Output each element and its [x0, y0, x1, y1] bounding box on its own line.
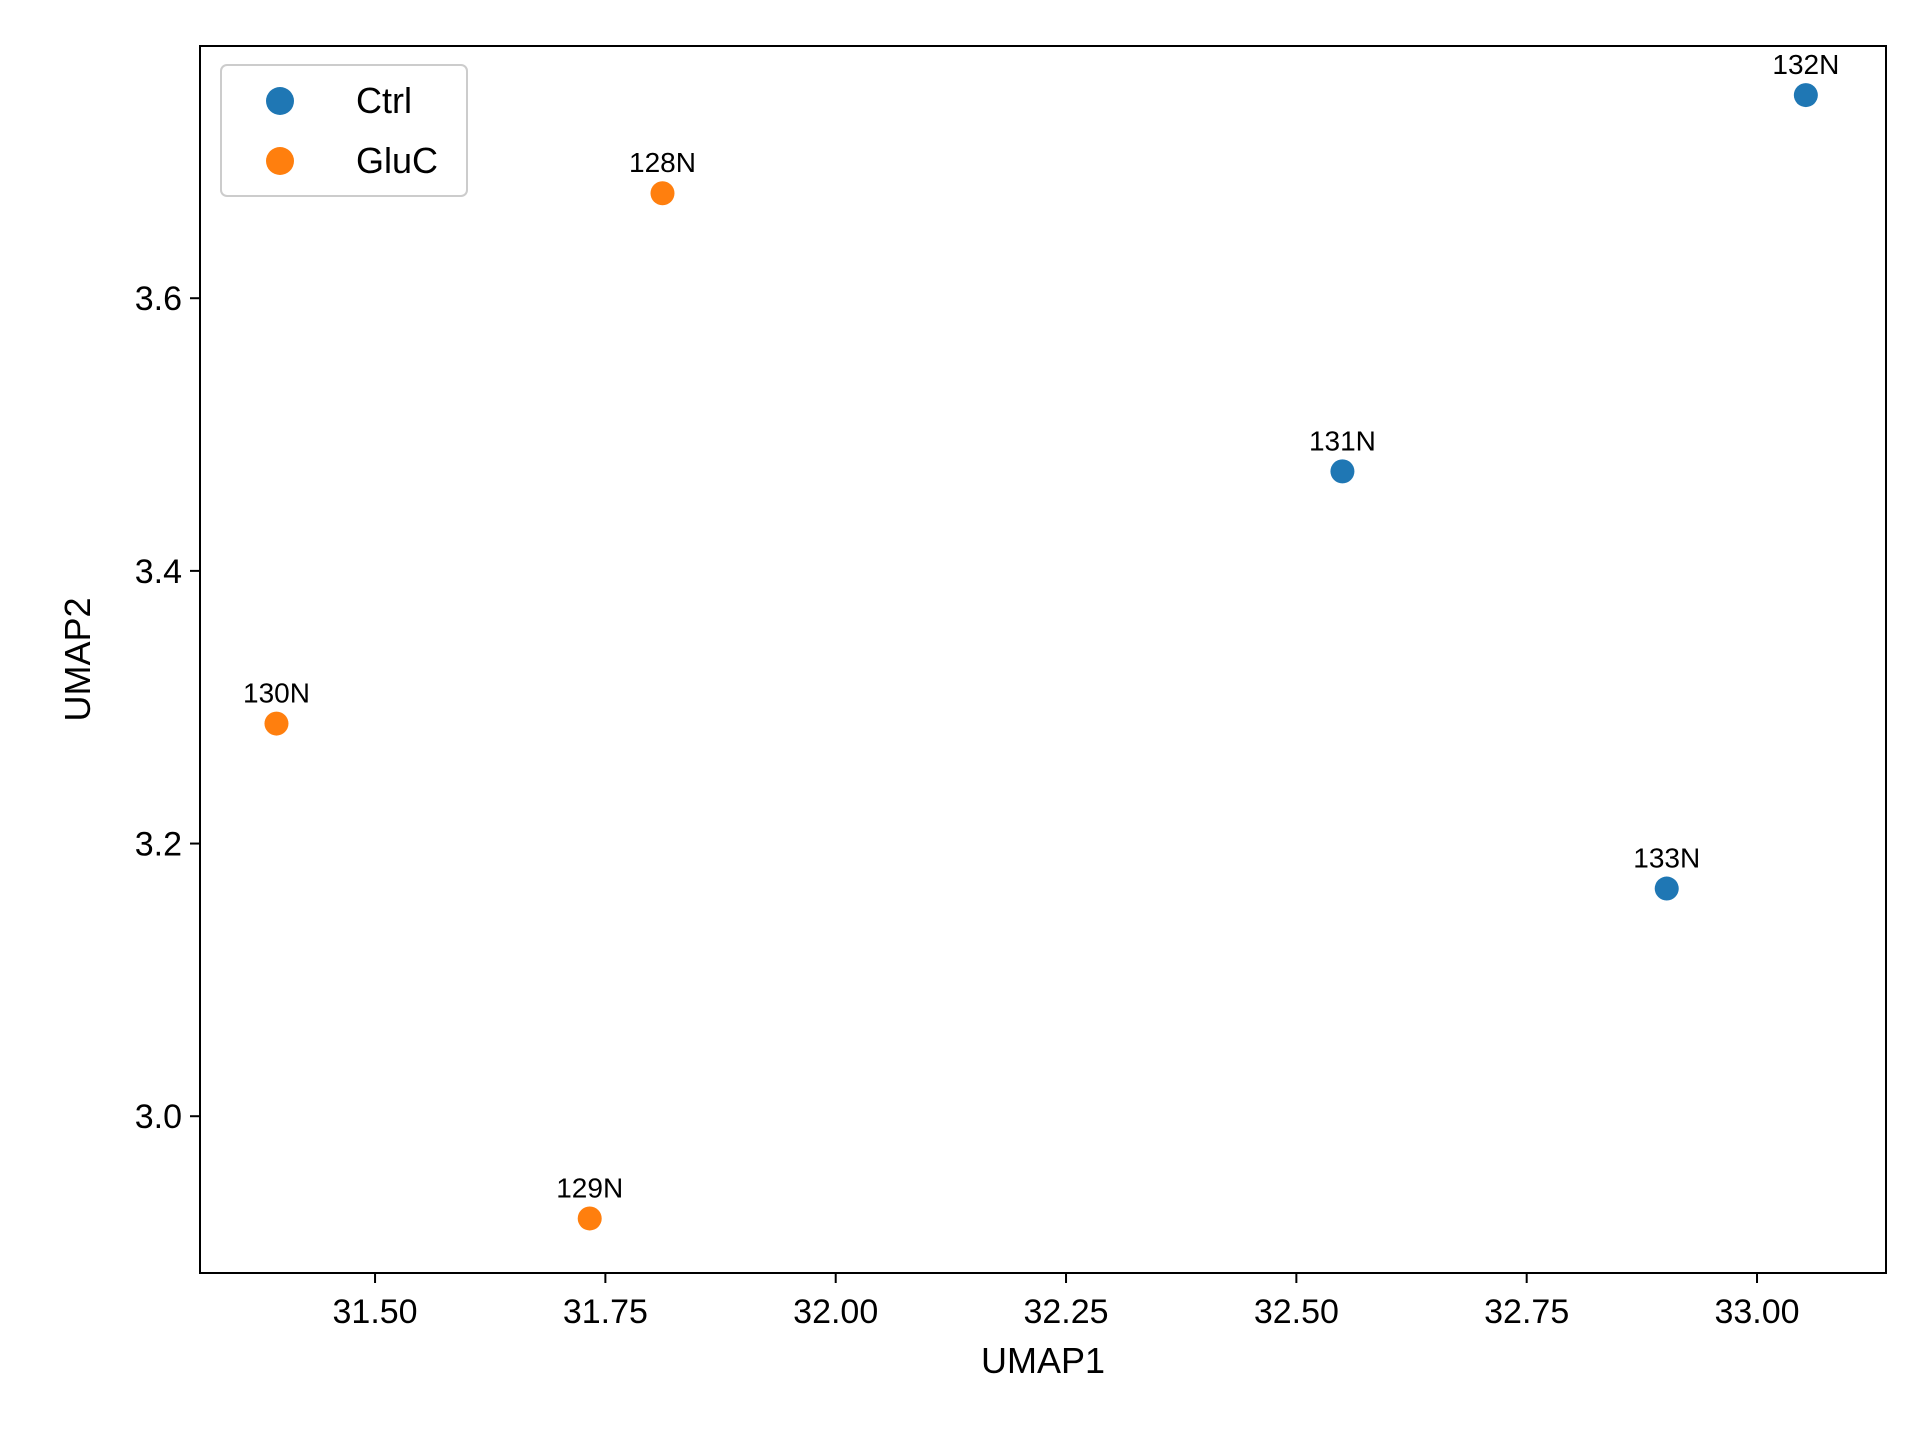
y-tick-label: 3.4	[135, 553, 182, 591]
data-point-ctrl	[1330, 459, 1355, 484]
legend-label: Ctrl	[356, 80, 412, 121]
data-point-gluc	[264, 711, 289, 736]
y-axis-label: UMAP2	[57, 597, 98, 721]
data-point-label: 128N	[629, 147, 696, 178]
x-tick-label: 33.00	[1714, 1293, 1799, 1331]
x-tick-label: 32.50	[1254, 1293, 1339, 1331]
x-tick-label: 32.25	[1023, 1293, 1108, 1331]
plot-area-frame	[199, 45, 1887, 1274]
data-point-label: 132N	[1772, 49, 1839, 80]
x-tick-label: 32.00	[793, 1293, 878, 1331]
data-point-ctrl	[1793, 83, 1818, 108]
data-point-label: 131N	[1309, 425, 1376, 456]
data-point-label: 130N	[243, 678, 310, 709]
data-point-gluc	[577, 1206, 602, 1231]
data-point-ctrl	[1654, 876, 1679, 901]
legend-marker-ctrl	[266, 87, 294, 115]
data-point-label: 129N	[556, 1172, 623, 1203]
legend-label: GluC	[356, 140, 438, 181]
data-point-gluc	[650, 181, 675, 206]
y-tick-label: 3.0	[135, 1098, 182, 1136]
x-tick-label: 31.75	[563, 1293, 648, 1331]
data-point-label: 133N	[1633, 843, 1700, 874]
x-axis-label: UMAP1	[981, 1340, 1105, 1381]
legend-marker-gluc	[266, 147, 294, 175]
legend: Ctrl GluC	[220, 64, 468, 197]
x-tick-label: 32.75	[1484, 1293, 1569, 1331]
y-tick-label: 3.2	[135, 826, 182, 864]
x-tick-label: 31.50	[333, 1293, 418, 1331]
y-tick-label: 3.6	[135, 280, 182, 318]
